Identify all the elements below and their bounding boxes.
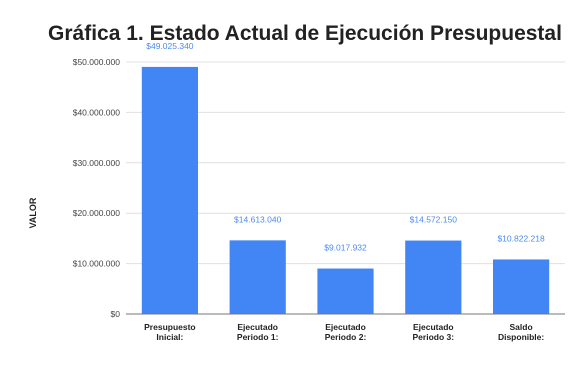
category-label: Ejecutado [325,322,366,332]
data-label: $10.822.218 [497,233,545,243]
category-label: Ejecutado [237,322,278,332]
y-tick-label: $20.000.000 [73,208,121,218]
data-label: $49.025.340 [146,41,194,51]
category-label: Ejecutado [413,322,454,332]
bar [493,259,550,314]
category-label: Presupuesto [144,322,196,332]
bar [229,240,286,314]
category-label: Saldo [510,322,533,332]
category-label: Periodo 1: [237,332,279,342]
bar [141,66,198,314]
bars [141,66,550,314]
data-labels: $49.025.340 $14.613.040 $9.017.932 $14.572.… [146,41,545,253]
y-tick-label: $50.000.000 [73,57,121,67]
y-axis-label: VALOR [28,197,38,228]
y-tick-label: $30.000.000 [73,158,121,168]
bar [405,240,462,314]
category-label: Periodo 2: [325,332,367,342]
bar [317,268,374,314]
data-label: $14.572.150 [410,215,458,225]
y-tick-label: $0 [111,309,121,319]
y-tick-label: $10.000.000 [73,259,121,269]
gridlines [126,61,565,265]
data-label: $9.017.932 [324,243,367,253]
data-label: $14.613.040 [234,214,282,224]
chart-title: Gráfica 1. Estado Actual de Ejecución Pr… [48,22,562,45]
y-axis-ticks: $0 $10.000.000 $20.000.000 $30.000.000 $40.0… [73,57,121,319]
category-label: Periodo 3: [413,332,455,342]
y-tick-label: $40.000.000 [73,107,121,117]
category-label: Inicial: [156,332,183,342]
category-label: Disponible: [498,332,544,342]
